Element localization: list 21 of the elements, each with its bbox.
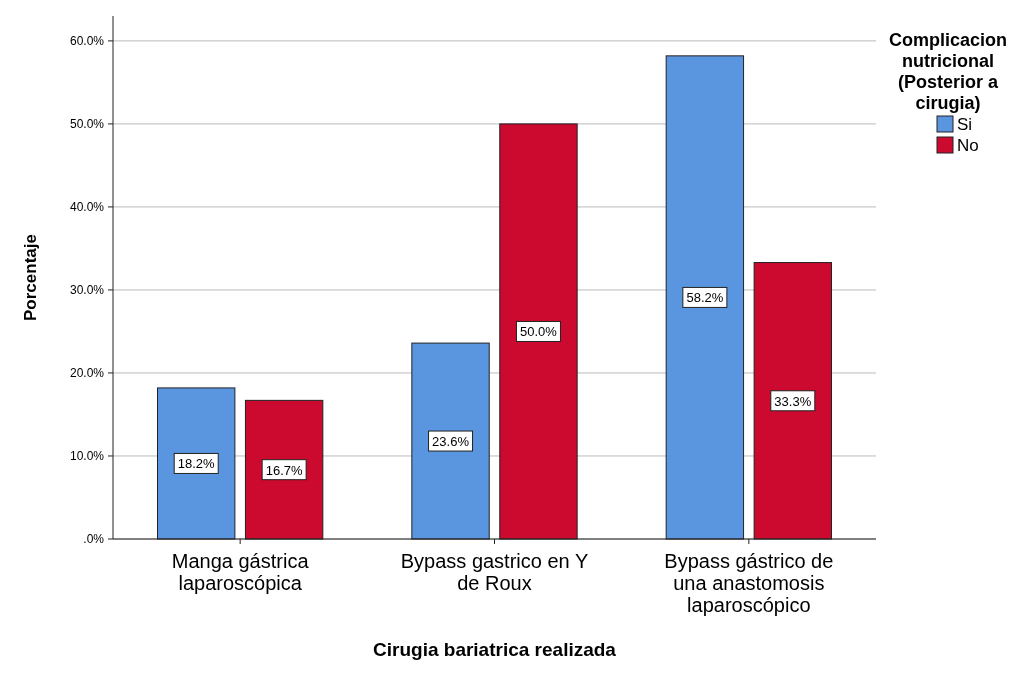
data-label: 50.0% — [520, 324, 558, 340]
y-tick-label: 20.0% — [69, 365, 105, 380]
data-label: 16.7% — [265, 462, 303, 478]
y-tick-label: 60.0% — [69, 33, 105, 48]
data-label: 23.6% — [432, 434, 470, 450]
y-tick-label: .0% — [83, 532, 105, 546]
data-label: 33.3% — [774, 393, 812, 409]
y-tick-label: 50.0% — [69, 116, 105, 131]
legend-label: Si — [957, 115, 973, 134]
y-tick-label: 40.0% — [69, 199, 105, 214]
x-tick-label: Manga gástrica laparoscópica — [171, 550, 310, 594]
x-axis-title: Cirugia bariatrica realizada — [373, 639, 617, 660]
legend-label: No — [957, 136, 979, 155]
data-label: 18.2% — [177, 456, 216, 472]
data-label: 58.2% — [686, 290, 724, 306]
x-tick-label: Bypass gástrico de una anastomosis laparoscópico — [664, 550, 834, 616]
legend-title: Complicacion nutricional (Posterior a cirugia) — [888, 30, 1008, 113]
y-tick-label: 10.0% — [69, 448, 105, 463]
y-axis-title: Porcentaje — [21, 234, 40, 321]
x-tick-label: Bypass gastrico en Y de Roux — [400, 550, 589, 594]
y-tick-label: 30.0% — [69, 282, 105, 297]
